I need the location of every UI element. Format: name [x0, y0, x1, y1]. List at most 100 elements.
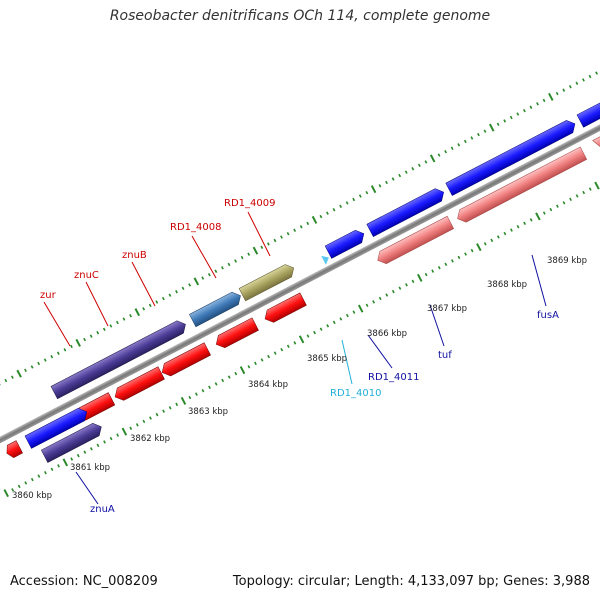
gene-fusa-lower-arrow[interactable]	[454, 146, 588, 225]
lower-tick-mark	[529, 218, 533, 222]
upper-tick-mark	[0, 382, 1, 386]
genome-backbone	[0, 114, 600, 452]
upper-tick-mark	[70, 344, 73, 349]
upper-tick-mark	[326, 211, 329, 215]
upper-tick-mark	[595, 71, 598, 75]
gene-fusa-arrow[interactable]	[445, 118, 578, 196]
upper-tick-mark	[391, 177, 395, 181]
upper-tick-mark	[181, 286, 185, 291]
upper-tick-mark	[404, 170, 408, 174]
upper-tick-mark	[568, 85, 572, 89]
gene-upstream-reverse-arrow[interactable]	[4, 440, 23, 460]
lower-tick-mark	[129, 426, 133, 430]
lower-tick-mark	[405, 283, 408, 287]
gene-rd1-4009-arrow[interactable]	[238, 262, 297, 302]
upper-tick-mark	[582, 78, 585, 82]
upper-tick-mark	[358, 194, 362, 198]
lower-tick-mark	[208, 385, 211, 389]
gene-label-tuf[interactable]: tuf	[438, 350, 452, 361]
gene-label-znuc[interactable]: znuC	[74, 270, 99, 281]
lower-tick-mark	[523, 221, 527, 225]
gene-rd1-4008-arrow[interactable]	[189, 289, 243, 328]
upper-tick-mark	[488, 123, 495, 132]
gene-znub-arrow[interactable]	[159, 342, 211, 379]
lower-tick-mark	[30, 477, 34, 482]
lower-tick-mark	[221, 378, 225, 383]
upper-tick-mark	[509, 115, 513, 120]
upper-tick-mark	[536, 102, 539, 106]
lower-tick-mark	[254, 361, 257, 366]
gene-callouts	[43, 211, 547, 505]
gene-label-rd1-4008[interactable]: RD1_4008	[170, 222, 221, 233]
gene-label-znub[interactable]: znuB	[122, 250, 147, 261]
lower-tick-mark	[83, 450, 87, 454]
upper-tick-mark	[483, 129, 487, 133]
gene-znuc-lower-arrow[interactable]	[112, 366, 165, 403]
upper-tick-mark	[129, 313, 132, 318]
gene-label-zur[interactable]: zur	[40, 290, 57, 301]
upper-tick-mark	[562, 88, 566, 92]
gene-label-rd1-4011[interactable]: RD1_4011	[368, 372, 419, 383]
lower-tick-mark	[556, 204, 559, 208]
gene-znuc-arrow[interactable]	[50, 318, 189, 400]
tick-label-3860: 3860 kbp	[12, 491, 52, 501]
upper-tick-mark	[365, 190, 369, 195]
gene-next-forward-arrow[interactable]	[576, 87, 600, 128]
upper-tick-mark	[161, 296, 165, 301]
upper-tick-mark	[175, 290, 178, 294]
lower-tick-mark	[168, 406, 172, 410]
upper-tick-mark	[37, 361, 41, 366]
gene-rd1-4011-arrow[interactable]	[324, 227, 367, 259]
lower-tick-mark	[562, 201, 566, 205]
upper-tick-mark	[529, 105, 533, 109]
gene-label-rd1-4009[interactable]: RD1_4009	[224, 198, 275, 209]
upper-tick-mark	[148, 303, 152, 308]
upper-tick-mark	[10, 375, 14, 379]
tick-label-3869: 3869 kbp	[547, 256, 587, 266]
lower-tick-mark	[542, 211, 546, 215]
upper-tick-mark	[457, 143, 461, 147]
gene-rd1-4010-arrow[interactable]	[321, 253, 331, 265]
upper-tick-mark	[207, 272, 211, 277]
lower-tick-mark	[3, 489, 9, 498]
upper-tick-mark	[193, 277, 200, 286]
upper-tick-mark	[96, 331, 100, 335]
gene-rd1-4009-lower-arrow[interactable]	[262, 292, 307, 325]
tick-label-3868: 3868 kbp	[487, 280, 527, 290]
upper-tick-mark	[588, 74, 592, 79]
lower-tick-mark	[569, 197, 572, 202]
gene-znua-arrow[interactable]	[40, 421, 104, 463]
upper-tick-mark	[247, 252, 251, 256]
lower-tick-mark	[195, 392, 198, 396]
lower-tick-mark	[57, 464, 60, 468]
tick-label-3862: 3862 kbp	[130, 434, 170, 444]
gene-rd1-4008-lower-arrow[interactable]	[213, 317, 259, 351]
upper-tick-mark	[345, 201, 349, 205]
gene-label-rd1-4010[interactable]: RD1_4010	[330, 388, 381, 399]
upper-tick-mark	[385, 180, 388, 185]
lower-tick-mark	[594, 181, 600, 190]
gene-label-fusa[interactable]: fusA	[537, 310, 559, 321]
lower-tick-mark	[180, 396, 187, 405]
upper-tick-mark	[339, 204, 342, 209]
lower-tick-mark	[339, 317, 343, 321]
gene-tuf-arrow[interactable]	[366, 186, 447, 237]
gene-label-znua[interactable]: znuA	[90, 504, 115, 515]
tick-rows	[0, 71, 600, 498]
lower-tick-mark	[247, 365, 251, 369]
gene-tuf-lower-arrow[interactable]	[374, 215, 455, 266]
topology-label: Topology: circular; Length: 4,133,097 bp…	[232, 574, 590, 589]
upper-tick-mark	[63, 348, 67, 352]
lower-tick-mark	[280, 348, 284, 352]
upper-tick-mark	[411, 167, 415, 171]
lower-tick-mark	[352, 310, 356, 314]
upper-tick-mark	[16, 369, 22, 378]
lower-tick-mark	[267, 354, 271, 359]
lower-tick-mark	[431, 269, 435, 273]
gene-znua-blue-arrow[interactable]	[24, 406, 90, 449]
tick-label-3867: 3867 kbp	[427, 304, 467, 314]
lower-tick-mark	[398, 286, 402, 290]
lower-tick-mark	[510, 228, 513, 232]
tick-label-3865: 3865 kbp	[307, 354, 347, 364]
